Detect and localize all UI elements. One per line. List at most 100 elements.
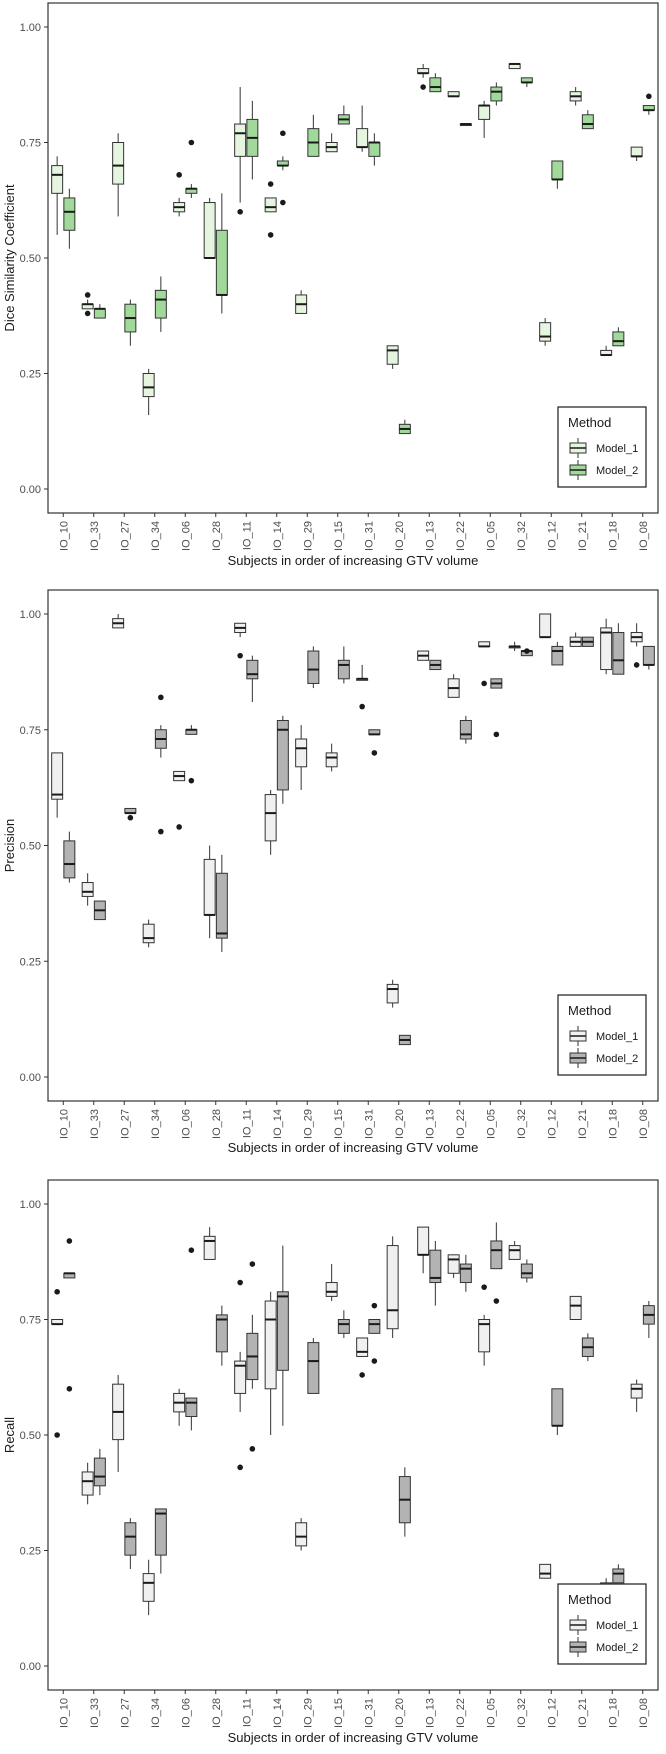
x-tick-label: IO_08 <box>638 1698 650 1728</box>
outlier-point <box>481 680 487 687</box>
outlier-point <box>188 777 195 784</box>
box-model-1-io-08 <box>630 1379 643 1412</box>
box-iqr <box>490 1240 503 1270</box>
box-model-2-io-20 <box>398 419 411 435</box>
box-iqr <box>215 872 228 939</box>
x-tick-label: IO_21 <box>577 1109 589 1139</box>
box-iqr <box>63 840 76 879</box>
x-tick-label: IO_10 <box>58 1109 70 1139</box>
box-iqr <box>612 1568 625 1584</box>
x-tick-label: IO_22 <box>455 1109 467 1139</box>
x-tick-label: IO_11 <box>241 521 253 550</box>
x-axis-title: Subjects in order of increasing GTV volu… <box>228 553 479 568</box>
box-model-1-io-28 <box>203 845 216 939</box>
box-model-1-io-15 <box>325 1264 338 1302</box>
box-model-1-io-29 <box>295 725 308 790</box>
x-tick-label: IO_06 <box>180 1109 192 1139</box>
x-tick-label: IO_14 <box>272 1109 284 1139</box>
box-model-1-io-31 <box>356 664 369 710</box>
box-model-2-io-11 <box>246 655 259 702</box>
outlier-point <box>158 828 164 835</box>
box-iqr <box>276 1291 289 1371</box>
y-tick-label: 0.00 <box>20 1072 41 1084</box>
box-iqr <box>264 197 277 213</box>
x-tick-label: IO_06 <box>180 521 192 551</box>
box-iqr <box>569 1295 582 1321</box>
box-model-2-io-10 <box>63 1238 76 1392</box>
box-iqr <box>307 1342 320 1394</box>
x-tick-label: IO_27 <box>119 1698 131 1728</box>
outlier-point <box>359 1372 365 1378</box>
box-model-2-io-28 <box>215 854 228 952</box>
box-model-2-io-31 <box>368 729 381 756</box>
box-model-1-io-11 <box>234 87 247 215</box>
x-tick-label: IO_10 <box>58 521 70 551</box>
box-iqr <box>447 1254 460 1274</box>
box-model-2-io-08 <box>642 1301 655 1338</box>
box-model-1-io-27 <box>112 133 125 217</box>
box-model-1-io-27 <box>112 614 125 629</box>
box-model-1-io-14 <box>264 789 277 855</box>
box-iqr <box>264 794 277 842</box>
box-model-1-io-31 <box>356 1337 369 1378</box>
box-model-1-io-22 <box>447 91 460 98</box>
box-model-2-io-11 <box>246 100 259 180</box>
box-model-2-io-15 <box>337 1310 350 1338</box>
box-iqr <box>51 165 64 194</box>
box-iqr <box>124 1522 137 1556</box>
box-model-2-io-12 <box>551 1388 564 1435</box>
y-tick-label: 1.00 <box>20 1199 41 1211</box>
box-model-2-io-21 <box>581 110 594 130</box>
box-model-2-io-10 <box>63 188 76 249</box>
box-iqr <box>81 1471 94 1496</box>
chart-panel-1: 0.00 0.25 0.50 0.75 1.00 IO_10 IO_33 IO_27 IO_34… <box>2 2 659 568</box>
box-model-2-io-18 <box>612 623 625 675</box>
y-tick-label: 0.75 <box>20 1315 41 1327</box>
x-tick-label: IO_13 <box>424 1698 436 1728</box>
box-iqr <box>356 1337 369 1357</box>
x-tick-label: IO_12 <box>546 1109 558 1139</box>
box-iqr <box>142 1573 155 1602</box>
x-tick-label: IO_11 <box>241 1698 253 1727</box>
x-tick-label: IO_08 <box>638 521 650 551</box>
outlier-point <box>371 1302 378 1309</box>
box-model-1-io-05 <box>478 100 491 138</box>
box-model-1-io-14 <box>264 181 277 238</box>
box-model-1-io-20 <box>386 345 399 369</box>
y-axis-title: Precision <box>2 819 17 872</box>
x-tick-label: IO_33 <box>89 1698 101 1728</box>
x-tick-label: IO_33 <box>89 1109 101 1139</box>
x-tick-label: IO_18 <box>607 521 619 551</box>
box-model-1-io-10 <box>51 156 64 235</box>
x-axis-title: Subjects in order of increasing GTV volu… <box>228 1730 479 1745</box>
box-iqr <box>386 345 399 365</box>
outlier-point <box>127 814 134 821</box>
x-tick-label: IO_31 <box>363 1698 375 1728</box>
outlier-point <box>54 1432 60 1438</box>
plot-frame <box>47 589 659 1102</box>
outlier-point <box>158 694 164 701</box>
box-model-2-io-13 <box>429 659 442 671</box>
box-model-1-io-21 <box>569 87 582 106</box>
x-tick-label: IO_18 <box>607 1109 619 1139</box>
box-model-2-io-11 <box>246 1261 259 1452</box>
x-tick-label: IO_05 <box>485 1698 497 1728</box>
box-iqr <box>246 659 259 680</box>
box-model-1-io-18 <box>600 618 613 675</box>
x-tick-label: IO_11 <box>241 1109 253 1138</box>
x-tick-label: IO_34 <box>150 1109 162 1139</box>
box-model-2-io-33 <box>93 304 106 319</box>
box-iqr <box>112 142 125 185</box>
box-model-1-io-32 <box>508 641 521 652</box>
box-iqr <box>356 128 369 148</box>
x-tick-label: IO_12 <box>546 1698 558 1728</box>
outlier-point <box>646 93 652 100</box>
box-model-2-io-05 <box>490 82 503 106</box>
box-iqr <box>551 1388 564 1427</box>
outlier-point <box>54 1288 60 1295</box>
box-model-2-io-12 <box>551 160 564 189</box>
box-iqr <box>142 923 155 944</box>
outlier-point <box>176 172 182 178</box>
box-iqr <box>600 627 613 671</box>
